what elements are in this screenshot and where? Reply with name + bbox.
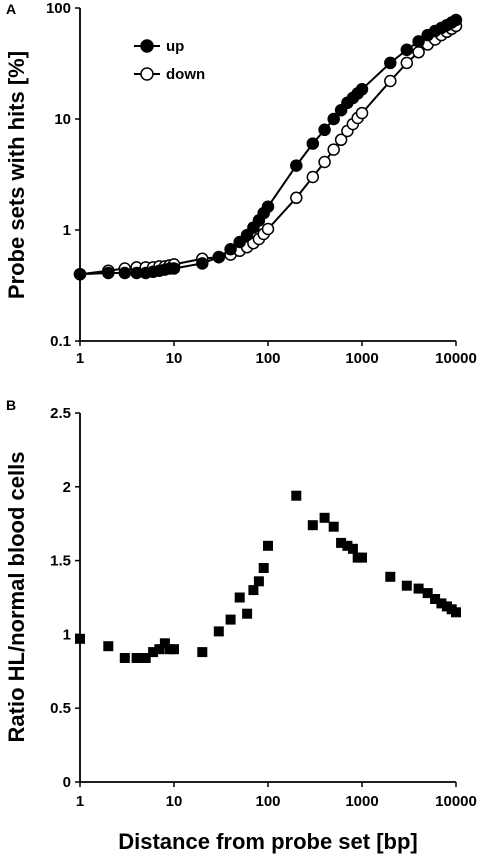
series-down-point (327, 143, 340, 156)
panel-a-series (73, 13, 463, 281)
ratio-point (253, 576, 264, 587)
series-up-point (384, 56, 397, 70)
series-up-point (261, 200, 275, 213)
panel-a-x-tick-label: 1 (76, 350, 84, 367)
panel-b-y-tick-label: 0.5 (50, 700, 71, 717)
panel-a-y-tick-label: 0.1 (50, 333, 71, 350)
series-down-point (318, 155, 331, 169)
ratio-point (213, 626, 224, 637)
ratio-point (148, 647, 159, 658)
series-up-point (212, 250, 226, 264)
ratio-point (225, 614, 236, 625)
panel-a-x-tick-label: 100 (255, 350, 280, 367)
panel-b-y-tick-label: 0 (63, 774, 71, 791)
panel-b-label: B (6, 397, 16, 413)
legend-down-marker (140, 67, 154, 81)
ratio-point (169, 644, 179, 655)
panel-b-y-tick-label: 2.5 (50, 405, 71, 422)
ratio-point (413, 583, 424, 594)
panel-a-y-axis-title: Probe sets with hits [%] (4, 51, 29, 299)
series-up-point (412, 35, 425, 48)
ratio-point (197, 647, 208, 658)
series-down-point (261, 222, 275, 236)
ratio-point (159, 638, 170, 649)
panel-b-x-tick-label: 1000 (345, 793, 378, 810)
ratio-point (328, 521, 339, 532)
ratio-point (451, 607, 461, 618)
panel-a-y-tick-label: 100 (46, 0, 71, 17)
ratio-point (258, 563, 269, 573)
series-down-point (412, 45, 425, 59)
panel-b: B Ratio HL/normal blood cells Distance f… (4, 397, 477, 854)
series-up-point (400, 43, 414, 57)
series-down-point (384, 74, 397, 88)
ratio-point (119, 653, 130, 663)
ratio-point (385, 571, 396, 582)
series-down-point (334, 133, 348, 147)
ratio-point (422, 588, 433, 599)
panel-b-x-tick-label: 10000 (435, 793, 477, 810)
series-down-point (355, 106, 369, 120)
series-down-point (306, 170, 320, 184)
ratio-point (75, 633, 85, 644)
ratio-point (430, 594, 441, 604)
panel-a-x-tick-label: 10000 (435, 350, 477, 367)
ratio-point (140, 653, 151, 663)
panel-b-y-tick-label: 2 (63, 479, 71, 496)
ratio-point (242, 608, 253, 619)
panel-b-ticks: 1 10 100 1000 10000 0 0.5 1 1.5 2 2.5 (50, 405, 477, 810)
series-up-point (118, 266, 132, 280)
series-down-point (290, 191, 303, 205)
series-up-point (73, 267, 87, 281)
series-up-point (290, 159, 303, 172)
series-up-point (306, 137, 320, 150)
legend-up-label: up (166, 38, 184, 55)
ratio-point (342, 540, 353, 551)
panel-a-x-tick-label: 1000 (345, 350, 378, 367)
ratio-point (131, 653, 142, 663)
ratio-point (357, 552, 367, 563)
panel-a-y-tick-label: 1 (63, 222, 71, 239)
panel-b-x-tick-label: 1 (76, 793, 84, 810)
ratio-point (248, 585, 259, 596)
ratio-point (401, 580, 412, 591)
panel-a: A Probe sets with hits [%] 1 10 100 1000 100… (4, 0, 477, 367)
panel-a-label: A (6, 1, 16, 17)
panel-b-y-tick-label: 1 (63, 626, 71, 643)
ratio-point (436, 598, 447, 609)
panel-b-x-tick-label: 10 (166, 793, 183, 810)
panel-a-x-tick-label: 10 (166, 350, 183, 367)
ratio-point (291, 490, 302, 501)
series-down-point (400, 56, 414, 70)
ratio-point (347, 543, 358, 554)
ratio-point (154, 644, 165, 655)
panel-b-series (75, 490, 461, 663)
series-up-point (327, 112, 340, 126)
panel-a-legend: up down (134, 38, 205, 83)
ratio-point (307, 520, 318, 531)
panel-b-y-tick-label: 1.5 (50, 553, 71, 570)
series-up-point (196, 257, 209, 270)
ratio-point (234, 592, 245, 603)
ratio-point (263, 540, 273, 551)
series-up-point (355, 83, 369, 96)
panel-b-x-tick-label: 100 (255, 793, 280, 810)
panel-a-ticks: 1 10 100 1000 10000 0.1 1 10 100 (46, 0, 477, 367)
ratio-point (103, 641, 114, 652)
series-up-point (167, 262, 181, 275)
series-up-point (449, 13, 463, 27)
panel-b-y-axis-title: Ratio HL/normal blood cells (4, 452, 29, 743)
panel-a-y-tick-label: 10 (54, 111, 71, 128)
series-up-point (318, 123, 331, 137)
ratio-point (319, 512, 330, 523)
panel-b-x-axis-title: Distance from probe set [bp] (118, 829, 417, 854)
legend-up-marker (140, 39, 154, 53)
series-up-point (102, 266, 115, 280)
ratio-point (336, 537, 347, 548)
series-up-point (224, 243, 237, 256)
legend-down-label: down (166, 66, 205, 83)
